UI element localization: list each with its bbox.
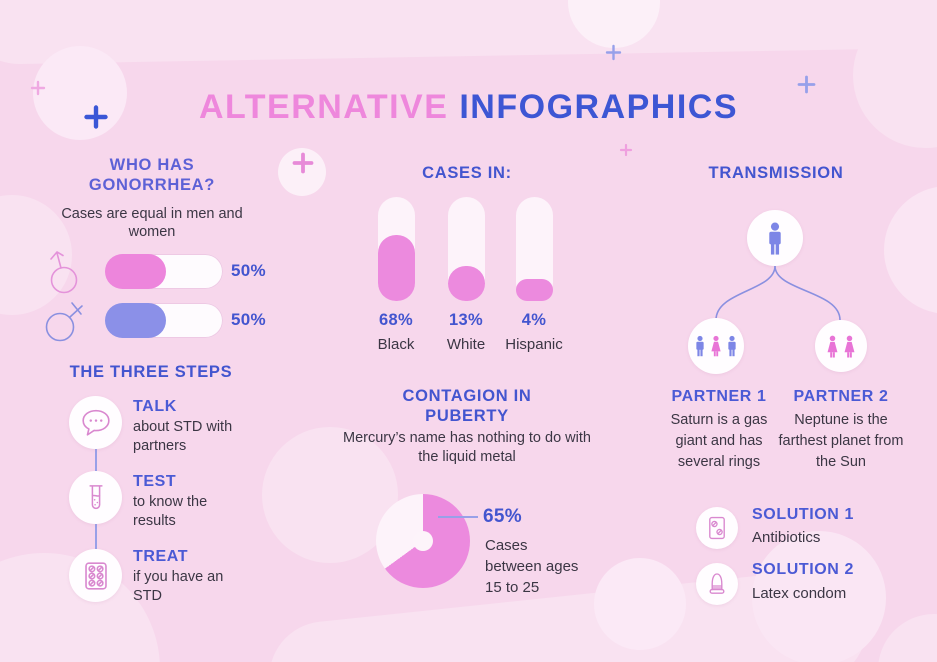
man-icon xyxy=(769,222,781,255)
who-subtitle: Cases are equal in men and women xyxy=(61,206,243,240)
cases-bar-hispanic xyxy=(516,197,553,301)
partner2-circle xyxy=(815,320,867,372)
women-percentage: 50% xyxy=(231,310,266,329)
source-person-circle xyxy=(747,210,803,266)
pie-callout-line xyxy=(438,516,478,518)
partner1-figures xyxy=(693,335,739,357)
treat-step-circle xyxy=(69,549,122,602)
condom-icon xyxy=(709,573,725,594)
treat-desc: if you have an STD xyxy=(133,569,224,604)
cases-bar-fill xyxy=(378,235,415,301)
woman-icon xyxy=(711,335,721,357)
men-progress-bar xyxy=(105,254,223,289)
contagion-heading: CONTAGION IN PUBERTY xyxy=(402,387,532,425)
men-percentage: 50% xyxy=(231,261,266,280)
title-alternative: ALTERNATIVE xyxy=(198,88,449,126)
cases-bar-white xyxy=(448,197,485,301)
pie-donut-hole xyxy=(413,531,433,551)
woman-icon xyxy=(844,335,855,358)
partner1-desc: Saturn is a gas giant and has several ri… xyxy=(670,412,768,470)
who-heading: WHO HAS GONORRHEA? xyxy=(88,156,216,194)
partner2-desc: Neptune is the farthest planet from the … xyxy=(778,412,904,470)
pie-caption: Cases between ages 15 to 25 xyxy=(485,537,579,596)
puberty-pie-chart xyxy=(376,494,470,588)
cases-pct-hispanic: 4% xyxy=(521,311,547,329)
speech-bubble-icon xyxy=(81,409,110,436)
woman-icon xyxy=(827,335,838,358)
step-connector xyxy=(95,449,97,471)
talk-title: TALK xyxy=(133,398,177,415)
solution1-desc: Antibiotics xyxy=(752,529,821,546)
cases-label-white: White xyxy=(446,336,486,353)
title-infographics: INFOGRAPHICS xyxy=(459,88,739,126)
cases-bar-fill xyxy=(516,279,553,301)
progress-fill xyxy=(105,254,167,289)
partner1-title: PARTNER 1 xyxy=(671,388,767,405)
man-icon xyxy=(696,335,704,357)
cases-label-hispanic: Hispanic xyxy=(505,336,563,353)
transmission-heading: TRANSMISSION xyxy=(708,164,844,182)
male-symbol-icon xyxy=(50,251,78,294)
page-title: ALTERNATIVE INFOGRAPHICS xyxy=(0,88,937,127)
step-connector xyxy=(95,524,97,549)
progress-fill xyxy=(105,303,167,338)
women-progress-bar xyxy=(105,303,223,338)
solution1-title: SOLUTION 1 xyxy=(752,506,855,523)
contagion-subtitle: Mercury’s name has nothing to do with th… xyxy=(343,430,591,465)
test-step-circle xyxy=(69,471,122,524)
solution2-title: SOLUTION 2 xyxy=(752,561,855,578)
female-symbol-icon xyxy=(45,302,83,342)
test-desc: to know the results xyxy=(133,494,208,529)
pie-value: 65% xyxy=(483,506,522,527)
pill-blister-icon xyxy=(709,516,725,540)
solution1-circle xyxy=(696,507,738,549)
cases-heading: CASES IN: xyxy=(422,164,512,182)
cases-bar-black xyxy=(378,197,415,301)
talk-desc: about STD with partners xyxy=(133,419,233,454)
steps-heading: THE THREE STEPS xyxy=(69,363,233,381)
cases-label-black: Black xyxy=(377,336,415,353)
talk-step-circle xyxy=(69,396,122,449)
cases-bar-fill xyxy=(448,266,485,301)
test-title: TEST xyxy=(133,473,177,490)
solution2-desc: Latex condom xyxy=(752,585,847,602)
solution2-circle xyxy=(696,563,738,605)
partner2-figures xyxy=(825,335,857,358)
partner1-circle xyxy=(688,318,744,374)
cases-pct-black: 68% xyxy=(379,311,413,329)
treat-title: TREAT xyxy=(133,548,189,565)
man-icon xyxy=(728,335,736,357)
pill-blister-icon xyxy=(84,561,107,590)
transmission-branch-lines xyxy=(715,265,841,321)
partner2-title: PARTNER 2 xyxy=(793,388,889,405)
cases-pct-white: 13% xyxy=(449,311,483,329)
test-tube-icon xyxy=(88,484,103,509)
